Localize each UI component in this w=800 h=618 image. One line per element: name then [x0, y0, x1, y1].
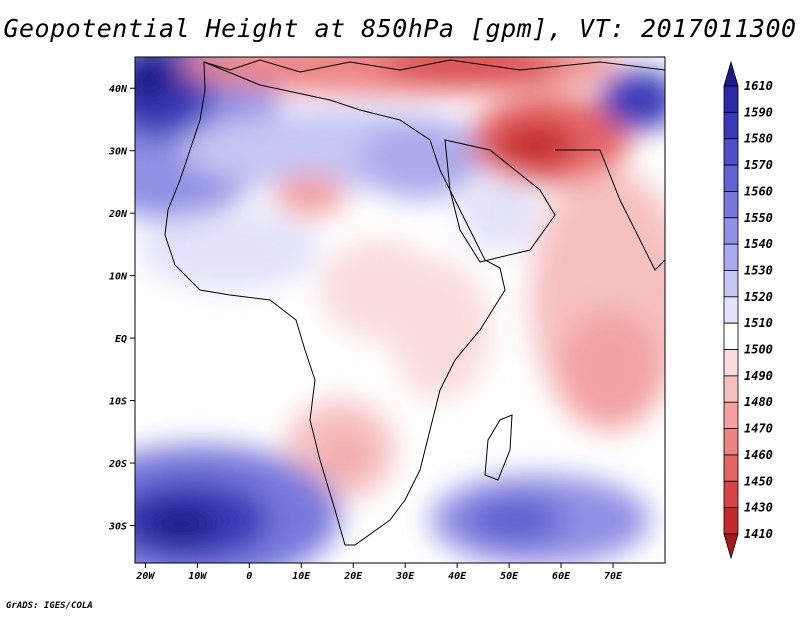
colorbar-swatch: [723, 349, 739, 377]
x-tick-label: 20E: [343, 571, 363, 582]
colorbar-swatch: [723, 138, 739, 166]
colorbar-swatch: [723, 480, 739, 509]
field-blobs: [135, 57, 665, 563]
y-tick-label: 30N: [108, 147, 128, 158]
y-tick-label: 10N: [109, 272, 128, 283]
madagascar-coastline: [484, 414, 513, 481]
x-tick-label: 40E: [448, 571, 467, 582]
x-tick-label: 60E: [552, 571, 571, 582]
colorbar-label: 1610: [744, 79, 773, 93]
europe-coastline: [203, 59, 665, 73]
colorbar-label: 1540: [744, 237, 773, 251]
colorbar: 1610 1590 1580 1570 1560 1550 1540 1530 1520 1510…: [723, 60, 773, 560]
colorbar-label: 1410: [744, 527, 773, 541]
colorbar-swatch: [723, 428, 739, 456]
colorbar-swatch: [723, 164, 739, 192]
colorbar-label: 1580: [744, 132, 773, 146]
colorbar-label: 1510: [744, 316, 773, 330]
asia-coastline: [555, 149, 665, 271]
arabia-coastline: [444, 139, 556, 263]
y-tick-label: EQ: [115, 334, 127, 345]
colorbar-swatch: [723, 217, 739, 245]
colorbar-swatch: [723, 454, 739, 482]
x-tick-label: 70E: [604, 571, 623, 582]
y-tick-label: 40N: [109, 84, 128, 95]
x-tick-label: 30E: [395, 571, 415, 582]
africa-coastline: [164, 61, 506, 546]
colorbar-label: 1470: [744, 422, 773, 436]
y-tick-label: 20S: [108, 459, 127, 470]
heatmap-field: [135, 57, 665, 563]
x-tick-label: 20W: [135, 571, 155, 582]
colorbar-swatch: [723, 243, 739, 271]
y-tick-label: 10S: [109, 397, 127, 408]
colorbar-label: 1450: [744, 474, 773, 488]
y-axis: 40N 30N 20N 10N EQ 10S 20S 30S: [108, 84, 135, 533]
colorbar-swatch: [723, 507, 739, 535]
colorbar-swatch: [723, 60, 739, 87]
colorbar-label: 1530: [744, 263, 773, 277]
colorbar-label: 1480: [744, 395, 773, 409]
colorbar-swatch: [723, 322, 739, 350]
colorbar-label: 1460: [744, 448, 773, 462]
colorbar-label: 1590: [744, 105, 773, 119]
colorbar-label: 1570: [744, 158, 773, 172]
colorbar-swatch: [723, 533, 739, 560]
x-tick-label: 10E: [292, 571, 311, 582]
colorbar-swatch: [723, 401, 739, 429]
colorbar-swatch: [723, 296, 739, 324]
colorbar-label: 1430: [744, 501, 773, 515]
colorbar-swatch: [723, 270, 739, 298]
colorbar-swatch: [723, 111, 739, 140]
y-tick-label: 20N: [108, 209, 128, 220]
footer-credit: GrADS: IGES/COLA: [6, 601, 93, 611]
x-tick-label: 50E: [500, 571, 519, 582]
chart-title: Geopotential Height at 850hPa [gpm], VT:…: [3, 14, 797, 43]
y-tick-label: 30S: [108, 522, 127, 533]
colorbar-label: 1500: [744, 343, 773, 357]
plot-frame: [134, 56, 666, 564]
colorbar-swatch: [723, 191, 739, 219]
colorbar-swatch: [723, 85, 739, 113]
colorbar-label: 1560: [744, 184, 773, 198]
colorbar-label: 1490: [744, 369, 773, 383]
colorbar-label: 1520: [744, 290, 773, 304]
coastlines: [164, 59, 665, 546]
colorbar-label: 1550: [744, 211, 773, 225]
x-tick-label: 10W: [188, 571, 207, 582]
x-tick-label: 0: [246, 571, 252, 582]
colorbar-swatch: [723, 375, 739, 403]
x-axis: 20W 10W 0 10E 20E 30E 40E 50E 60E 70E: [135, 563, 623, 582]
